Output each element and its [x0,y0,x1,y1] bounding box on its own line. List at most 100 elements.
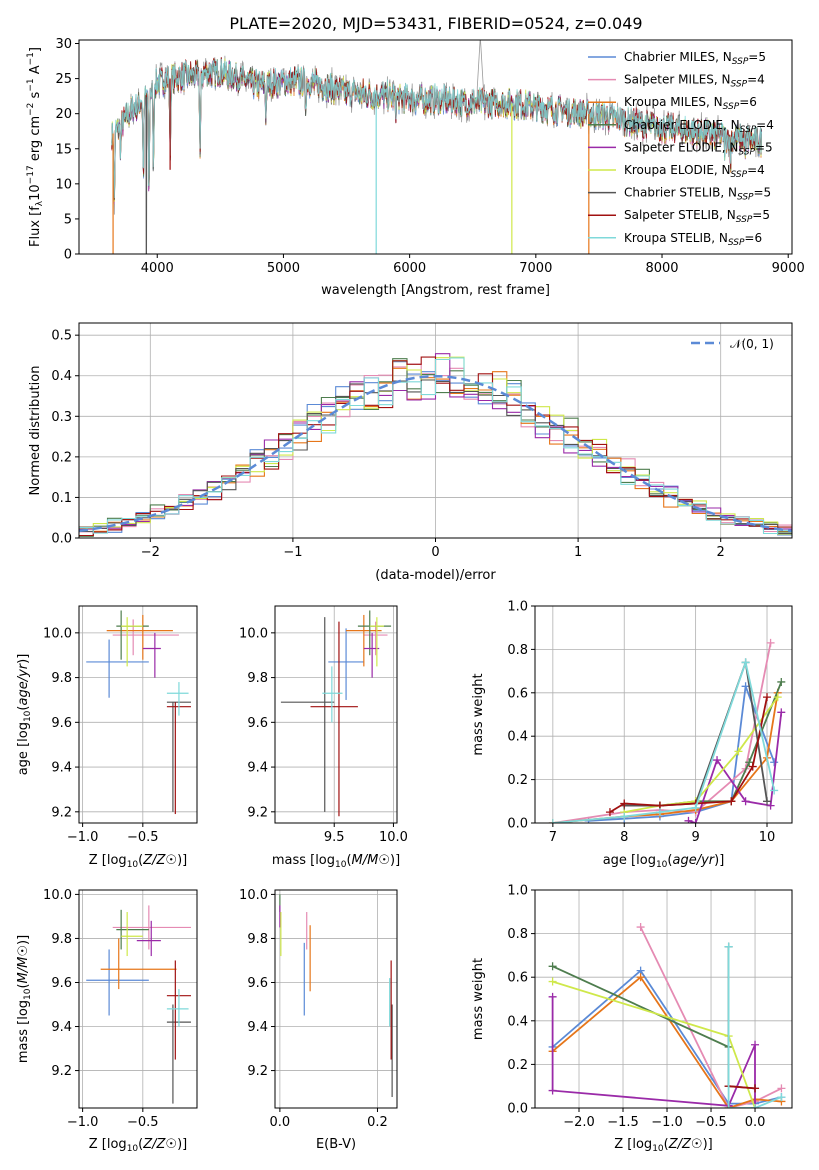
data-marker [751,1084,760,1093]
y-tick-label: 9.2 [51,1064,72,1079]
axes-border [534,605,793,824]
y-tick-label: 9.8 [51,671,72,686]
legend: Chabrier MILES, NSSP=5 Salpeter MILES, NS… [588,50,774,248]
x-tick-label: 0.2 [367,1115,388,1130]
x-axis-label: Z [log10(Z/Z☉)] [614,1137,712,1154]
y-tick-label: 5 [64,212,72,227]
y-tick-label: 9.6 [247,716,268,731]
x-axis-label: Z [log10(Z/Z☉)] [89,853,187,870]
data-marker [770,786,779,795]
y-tick-label: 1.0 [507,600,528,615]
legend-label: Chabrier STELIB, NSSP=5 [624,186,771,203]
data-marker [548,819,557,823]
data-marker [777,1093,786,1102]
series-line [552,642,772,823]
y-tick-label: 15 [55,142,72,157]
axes-frame: 0.0 0.2 9.2 9.4 9.6 9.8 10.0 [239,888,398,1130]
data-marker [748,762,757,771]
y-tick-label: 9.4 [51,1020,72,1035]
axes: 0.0 0.2 9.2 9.4 9.6 9.8 10.0 [239,888,398,1130]
series-line [727,946,756,1090]
data-marker [770,758,779,767]
y-tick-label: 10.0 [239,888,268,903]
series-line [552,965,729,1048]
data-marker [741,682,750,691]
y-axis-label: Flux [fλ10−17 erg cm−2 s−1 A−1] [26,47,45,247]
series-line [552,659,776,823]
y-tick-label: 9.4 [247,761,268,776]
data-marker [684,816,693,823]
x-axis-label: mass [log10(M/M☉)] [272,853,400,870]
x-tick-label: −1.5 [607,1115,639,1130]
data-marker [773,693,782,702]
axes-border [78,605,198,824]
data-marker [741,797,750,806]
y-tick-label: 0.5 [51,329,72,344]
x-tick-label: −0.5 [127,1115,159,1130]
x-tick-label: 0.0 [270,1115,291,1130]
axes-border [78,39,793,255]
x-tick-label: −0.5 [695,1115,727,1130]
data-marker [766,801,775,810]
y-tick-label: 9.6 [51,716,72,731]
y-tick-label: 9.2 [51,805,72,820]
data-marker [548,962,557,971]
axes-frame: 9.5 10.0 9.2 9.4 9.6 9.8 10.0 [239,605,408,845]
plot-area [86,610,191,815]
data-marker [636,923,645,932]
y-tick-label: 0.2 [507,773,528,788]
x-tick-label: 8 [620,830,628,845]
data-marker [745,758,754,767]
data-marker [691,803,700,812]
legend-label: Kroupa STELIB, NSSP=6 [624,231,762,248]
plot-area [86,905,191,1104]
data-marker [548,992,557,1001]
x-tick-label: −2.0 [563,1115,595,1130]
x-tick-label: 0.0 [745,1115,766,1130]
x-tick-label: 10.0 [379,830,408,845]
data-marker [734,747,743,756]
y-tick-label: 9.4 [51,761,72,776]
x-tick-label: −0.5 [127,830,159,845]
data-marker [777,1084,786,1093]
x-axis-label: Z [log10(Z/Z☉)] [89,1137,187,1154]
axes: −1.0 −0.5 9.2 9.4 9.6 9.8 10.0 [43,605,198,845]
y-tick-label: 0.2 [507,1058,528,1073]
data-marker [777,677,786,686]
x-axis-label: E(B-V) [316,1137,356,1152]
legend-label: Chabrier MILES, NSSP=5 [624,50,766,67]
axes: 4000 5000 6000 7000 8000 9000 0 5 10 15 20 25 30 [55,37,804,276]
x-tick-label: 9.5 [324,830,345,845]
data-marker [724,942,733,951]
x-axis-label: wavelength [Angstrom, rest frame] [321,283,550,298]
data-marker [763,693,772,702]
x-tick-label: 6000 [393,261,426,276]
y-tick-label: 9.8 [247,671,268,686]
series-line [552,692,779,823]
y-tick-label: 0.4 [507,1014,528,1029]
spectrum-model-line [111,58,762,199]
y-axis-label: mass weight [471,958,486,1040]
axes-frame: 4000 5000 6000 7000 8000 9000 0 5 10 15 20 25 30 [55,37,804,276]
x-tick-label: −1.0 [67,1115,99,1130]
plot-area [279,894,393,1097]
legend: 𝒩(0, 1) [691,337,774,351]
axes: 9.5 10.0 9.2 9.4 9.6 9.8 10.0 [239,605,408,845]
data-marker [766,638,775,647]
x-axis-label: age [log10(age/yr)] [603,853,725,870]
data-marker [751,1104,760,1108]
y-tick-label: 9.4 [247,1020,268,1035]
axes-frame: −2.0 −1.5 −1.0 −0.5 0.0 0.0 0.2 0.4 0.6 0.8 1.0 [507,884,793,1130]
y-tick-label: 0.2 [51,450,72,465]
axes-border [534,889,793,1109]
data-marker [741,658,750,667]
figure-title: PLATE=2020, MJD=53431, FIBERID=0524, z=0… [229,14,642,33]
x-tick-label: 10 [759,830,776,845]
y-tick-label: 20 [55,107,72,122]
axes: −2.0 −1.5 −1.0 −0.5 0.0 0.0 0.2 0.4 0.6 0.8 1.0 [507,884,793,1130]
axes-border [78,889,198,1109]
y-tick-label: 0.8 [507,927,528,942]
y-axis-label: mass [log10(M/M☉)] [16,935,33,1063]
x-tick-label: 0 [431,545,439,560]
x-tick-label: 2 [717,545,725,560]
